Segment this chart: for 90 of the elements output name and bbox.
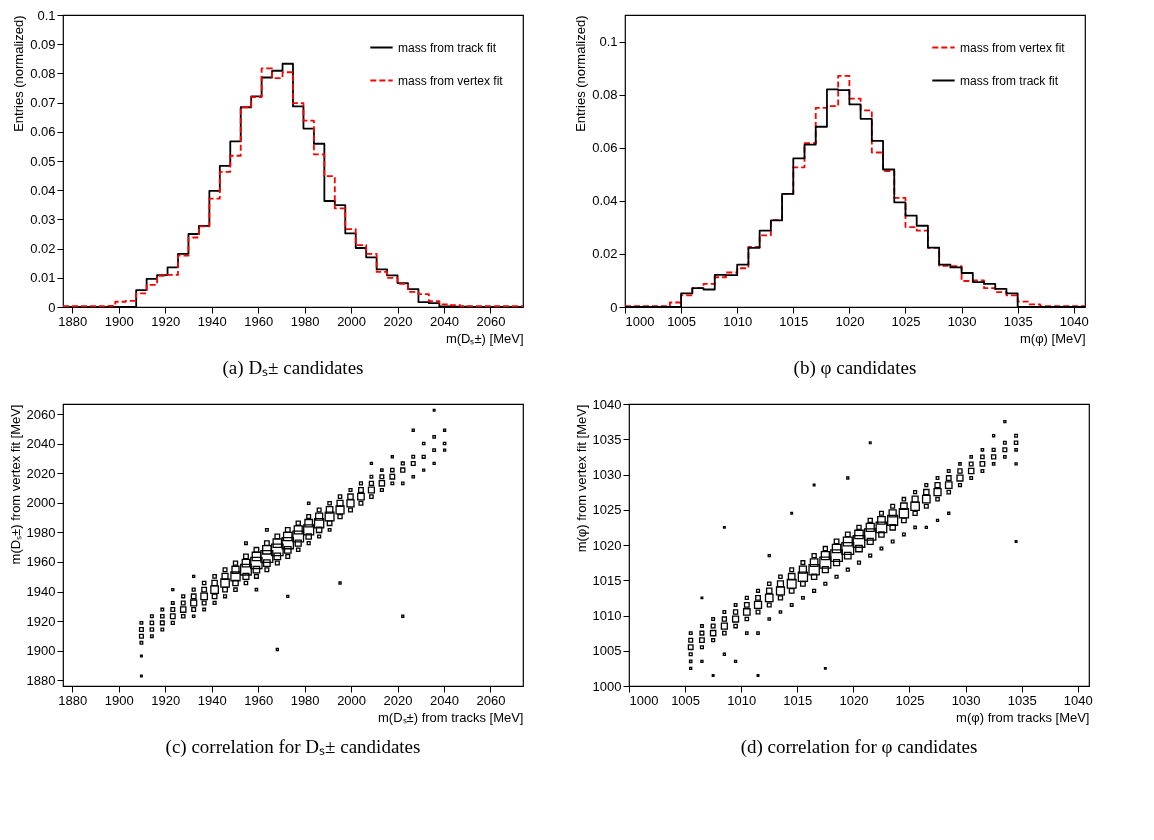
x-axis-title: m(Dₛ±) from tracks [MeV] (378, 709, 524, 725)
y-tick-label: 2020 (26, 465, 56, 481)
x-tick-label: 1020 (839, 692, 869, 708)
x-tick-label: 1015 (783, 692, 813, 708)
x-axis-title: m(φ) from tracks [MeV] (956, 709, 1090, 725)
text: (d) correlation for φ candidates (740, 736, 978, 758)
y-tick-label: 0.04 (30, 182, 56, 198)
y-tick-label: 1960 (26, 554, 56, 570)
y-axis-title: m(Dₛ±) from vertex fit [MeV] (7, 404, 23, 565)
y-tick-label: 0.02 (30, 241, 56, 257)
x-tick-label: 2060 (476, 692, 506, 708)
y-tick-label: 0.02 (592, 246, 618, 262)
y-tick-label: 1000 (592, 678, 622, 694)
y-tick-label: 0 (610, 299, 618, 315)
x-tick-label: 2020 (383, 692, 413, 708)
x-tick-label: 2040 (430, 313, 459, 329)
y-axis-title: m(φ) from vertex fit [MeV] (573, 404, 589, 553)
legend-label: mass from track fit (960, 73, 1059, 88)
y-tick-label: 2040 (26, 436, 56, 452)
legend-label: mass from vertex fit (960, 40, 1066, 55)
x-tick-label: 1880 (58, 313, 88, 329)
y-tick-label: 2060 (26, 406, 56, 422)
x-tick-label: 1020 (835, 313, 865, 329)
y-tick-label: 0.1 (37, 7, 56, 23)
x-tick-label: 1920 (151, 313, 181, 329)
y-axis-title: Entries (normalized) (11, 15, 27, 132)
y-tick-label: 0.01 (30, 270, 56, 286)
y-tick-label: 1920 (26, 613, 56, 629)
x-axis-title: m(Dₛ±) [MeV] (445, 330, 524, 346)
x-axis-title: m(φ) [MeV] (1020, 330, 1086, 346)
x-tick-label: 1005 (671, 692, 701, 708)
x-tick-label: 2000 (337, 313, 367, 329)
y-tick-label: 1880 (26, 672, 56, 688)
y-tick-label: 0.09 (30, 36, 56, 52)
y-tick-label: 0.05 (30, 153, 56, 169)
y-tick-label: 0.04 (592, 193, 618, 209)
x-tick-label: 1025 (891, 313, 921, 329)
x-tick-label: 2060 (476, 313, 506, 329)
y-tick-label: 0.06 (592, 140, 618, 156)
y-tick-label: 1900 (26, 643, 56, 659)
y-tick-label: 0.08 (592, 87, 618, 103)
y-tick-label: 0.07 (30, 95, 56, 111)
text: (b) φ candidates (793, 357, 917, 379)
y-tick-label: 1015 (592, 572, 622, 588)
text: (a) Dₛ± candidates (222, 357, 364, 379)
y-tick-label: 1980 (26, 524, 56, 540)
y-tick-label: 1940 (26, 584, 56, 600)
x-tick-label: 2020 (383, 313, 413, 329)
x-tick-label: 1025 (895, 692, 925, 708)
x-tick-label: 1900 (104, 313, 134, 329)
x-tick-label: 1980 (290, 692, 320, 708)
y-tick-label: 0.1 (599, 34, 618, 50)
x-tick-label: 1040 (1059, 313, 1089, 329)
text: (c) correlation for Dₛ± candidates (165, 736, 421, 758)
y-tick-label: 1005 (592, 643, 622, 659)
y-tick-label: 0 (48, 299, 56, 315)
x-tick-label: 1030 (951, 692, 981, 708)
x-tick-label: 1015 (779, 313, 809, 329)
y-tick-label: 1010 (592, 608, 622, 623)
x-tick-label: 1035 (1003, 313, 1033, 329)
y-axis-title: Entries (normalized) (573, 15, 589, 132)
x-tick-label: 1010 (723, 313, 753, 329)
x-tick-label: 1940 (197, 313, 227, 329)
y-tick-label: 0.06 (30, 124, 56, 140)
x-tick-label: 2040 (430, 692, 459, 708)
x-tick-label: 1940 (197, 692, 227, 708)
y-tick-label: 1035 (592, 431, 622, 447)
x-tick-label: 1035 (1007, 692, 1037, 708)
x-tick-label: 1030 (947, 313, 977, 329)
y-tick-label: 1025 (592, 502, 622, 518)
x-tick-label: 1880 (58, 692, 88, 708)
x-tick-label: 1980 (290, 313, 320, 329)
y-tick-label: 0.08 (30, 65, 56, 81)
y-tick-label: 2000 (26, 495, 56, 511)
x-tick-label: 1960 (244, 692, 274, 708)
x-tick-label: 1000 (625, 313, 655, 329)
y-tick-label: 1020 (592, 537, 622, 553)
x-tick-label: 2000 (337, 692, 367, 708)
x-tick-label: 1960 (244, 313, 274, 329)
y-tick-label: 1030 (592, 467, 622, 482)
y-tick-label: 1040 (592, 396, 622, 412)
x-tick-label: 1040 (1063, 692, 1093, 708)
x-tick-label: 1000 (629, 692, 659, 708)
legend-label: mass from vertex fit (398, 73, 504, 88)
y-tick-label: 0.03 (30, 211, 56, 227)
x-tick-label: 1005 (667, 313, 697, 329)
x-tick-label: 1900 (104, 692, 134, 708)
x-tick-label: 1010 (727, 692, 757, 708)
legend-label: mass from track fit (398, 40, 497, 55)
x-tick-label: 1920 (151, 692, 181, 708)
